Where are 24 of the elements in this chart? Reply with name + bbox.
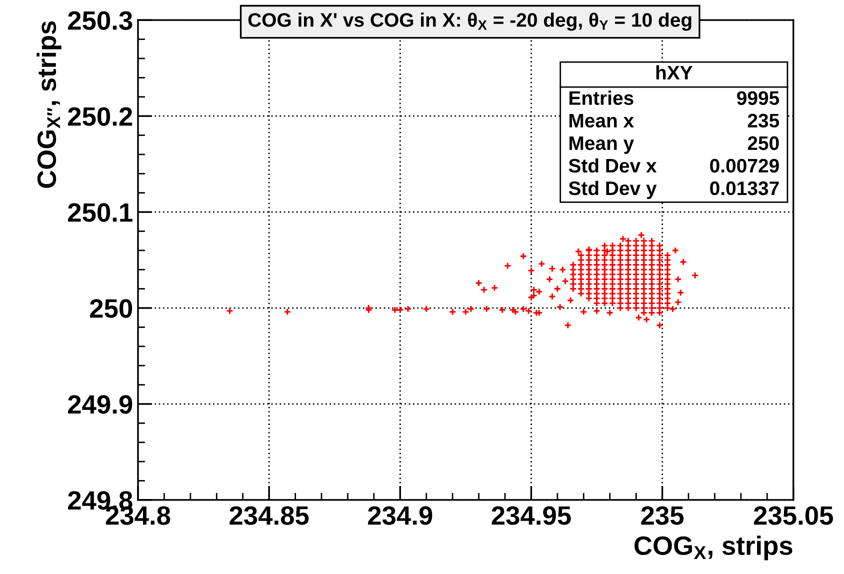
x-tick-label: 235: [641, 506, 684, 525]
annotation: 0.01337: [710, 181, 779, 196]
annotation: Std Dev x: [568, 158, 657, 173]
y-tick-label: 250: [90, 299, 132, 318]
y-tick-label: 250.3: [68, 11, 132, 30]
x-axis-title: COG$_{X}$, strips: [634, 536, 792, 560]
annotation: 250: [748, 136, 779, 150]
annotation: 235: [748, 114, 780, 128]
annotation: hXY: [656, 65, 692, 80]
annotation: 0.00729: [710, 158, 779, 173]
annotation: 9995: [737, 91, 780, 105]
y-tick-label: 250.2: [68, 107, 132, 126]
y-tick-label: 250.1: [68, 203, 132, 222]
x-tick-label: 235.05: [754, 506, 833, 525]
annotation: Entries: [569, 90, 634, 105]
annotation: Mean y: [569, 136, 634, 154]
x-tick-label: 234.9: [368, 506, 432, 525]
x-tick-label: 234.85: [230, 506, 309, 525]
annotation: Std Dev y: [568, 180, 657, 200]
annotation: Mean x: [569, 114, 634, 128]
y-tick-label: 249.9: [68, 395, 132, 414]
chart-title: COG in X' vs COG in X: θ$_{X}$ = -20 deg, θ$_{Y}$ = 10 deg: [248, 12, 692, 31]
y-axis-title: COG$_{X″}$, strips: [36, 21, 62, 188]
x-tick-label: 234.95: [492, 506, 571, 525]
